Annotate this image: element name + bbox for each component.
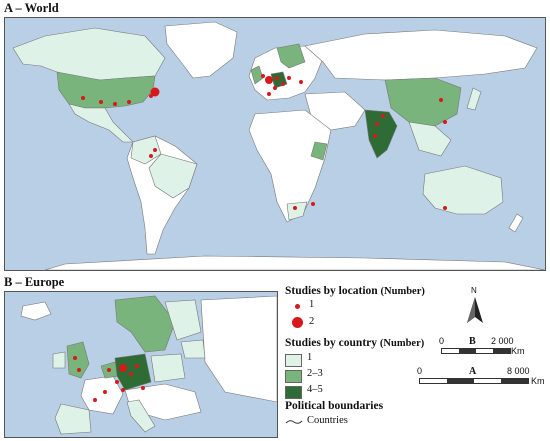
scalebar-a-bar — [419, 378, 529, 384]
scandinavia-country — [276, 43, 306, 69]
north-arrow: N — [463, 286, 487, 327]
scalebar-b-start: 0 — [439, 336, 445, 346]
scalebar-b-letter: B — [469, 336, 476, 347]
south-africa-country — [286, 201, 308, 221]
antarctica-land — [44, 255, 545, 270]
europe-study-dots — [73, 356, 145, 402]
legend-country-1: 1 — [307, 352, 313, 363]
colombia-country — [130, 135, 162, 165]
japan-land — [466, 87, 482, 111]
spain-country — [54, 403, 92, 435]
baltics-country — [180, 339, 206, 359]
legend-swatch-2-3 — [285, 370, 302, 383]
ethiopia-country — [310, 141, 328, 161]
map-legend: Studies by location (Number) 1 2 Studies… — [283, 285, 545, 435]
legend-location-title: Studies by location (Number) — [285, 285, 425, 297]
legend-dot-small — [295, 304, 300, 309]
china-country — [384, 77, 462, 127]
legend-dot-large — [292, 317, 303, 328]
iceland-land — [20, 301, 52, 321]
legend-location-2: 2 — [309, 316, 315, 327]
russia-land — [304, 29, 538, 81]
europe-panel-title: B – Europe — [4, 275, 65, 289]
scalebar-a-start: 0 — [417, 366, 423, 376]
germany-country — [114, 353, 152, 391]
legend-boundaries-item: Countries — [307, 415, 348, 426]
finland-land — [164, 299, 202, 341]
australia-country — [422, 165, 504, 215]
poland-country — [150, 353, 186, 383]
legend-country-title: Studies by country (Number) — [285, 337, 425, 349]
southeast-asia-land — [408, 121, 452, 157]
north-label: N — [471, 286, 477, 295]
legend-swatch-4-5 — [285, 386, 302, 399]
scalebar-a-letter: A — [469, 366, 477, 377]
europe-map[interactable] — [4, 291, 278, 438]
legend-swatch-1 — [285, 354, 302, 367]
north-arrow-icon — [467, 297, 483, 323]
legend-country-4-5: 4–5 — [307, 384, 323, 395]
legend-location-1: 1 — [309, 299, 315, 310]
new-zealand-land — [508, 213, 524, 233]
world-panel-title: A – World — [4, 1, 59, 15]
scalebar-a-unit: Km — [531, 376, 545, 386]
greenland-land — [164, 21, 238, 79]
world-map[interactable] — [4, 17, 546, 271]
scalebar-b-unit: Km — [511, 346, 525, 356]
uk-country — [66, 341, 90, 379]
ireland-country — [52, 351, 66, 369]
legend-country-2-3: 2–3 — [307, 368, 323, 379]
italy-country — [126, 399, 156, 433]
scandinavia-land — [114, 295, 176, 353]
world-study-dots — [81, 74, 447, 210]
legend-boundary-line-icon — [285, 420, 303, 424]
legend-boundaries-title: Political boundaries — [285, 400, 384, 412]
scalebar-a-end: 8 000 — [507, 366, 530, 376]
brazil-country — [148, 153, 198, 199]
scalebar-b-end: 2 000 — [491, 336, 514, 346]
scalebar-b-bar — [441, 348, 511, 354]
india-country — [364, 109, 398, 159]
